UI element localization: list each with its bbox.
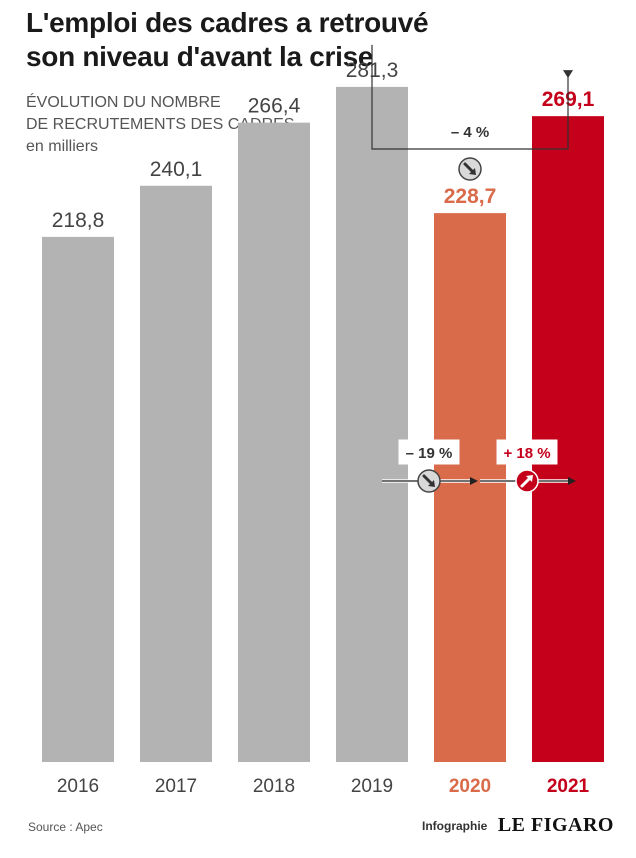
annotation-label-2019-2021: – 4 % [451,124,489,141]
annotation-2019-2020-arrow-head [470,477,478,485]
value-label-2017: 240,1 [150,158,203,181]
subtitle-line-2: DE RECRUTEMENTS DES CADRES [26,116,295,133]
source-note: Source : Apec [28,820,103,834]
brand-logo: LE FIGARO [497,814,614,836]
annotation-2020-2021-label: + 18 % [503,445,550,462]
badge-2019-2021-arrowhead [469,168,476,175]
value-label-2020: 228,7 [444,185,497,208]
credit-label: Infographie [422,818,488,833]
chart-subtitle: ÉVOLUTION DU NOMBRE DE RECRUTEMENTS DES … [26,92,446,158]
bracket-2019-2021 [371,44,569,150]
bar-2018 [238,122,310,762]
year-label-2016: 2016 [57,776,99,797]
bar-2021 [532,116,604,762]
subtitle-unit: en milliers [26,138,99,155]
annotation-2019-2020-badge-arrowhead [428,480,435,487]
year-label-2019: 2019 [351,776,393,797]
title-line-1: L'emploi des cadres a retrouvé [26,7,429,38]
annotation-2020-2021-arrow-head [568,477,576,485]
subtitle-line-1: ÉVOLUTION DU NOMBRE [26,94,221,111]
year-label-2021: 2021 [547,776,590,797]
bar-2019 [336,86,408,762]
year-label-2017: 2017 [155,776,197,797]
credit: Infographie LE FIGARO [422,814,614,837]
bar-2017 [140,185,212,762]
year-label-2018: 2018 [253,776,295,797]
annotation-2020-2021-label-box [496,439,558,465]
annotation-2020-2021-badge-arrowhead [526,475,533,482]
year-label-2020: 2020 [449,776,491,797]
chart-title: L'emploi des cadres a retrouvé son nivea… [26,6,626,74]
annotation-2019-2020-label-box [398,439,460,465]
value-label-2016: 218,8 [52,209,105,232]
value-label-2018: 266,4 [248,95,301,118]
bar-2020 [434,213,506,762]
title-line-2: son niveau d'avant la crise [26,41,374,72]
bar-2016 [42,236,114,762]
bracket-arrowhead [563,70,573,79]
annotation-2019-2020-label: – 19 % [406,445,453,462]
